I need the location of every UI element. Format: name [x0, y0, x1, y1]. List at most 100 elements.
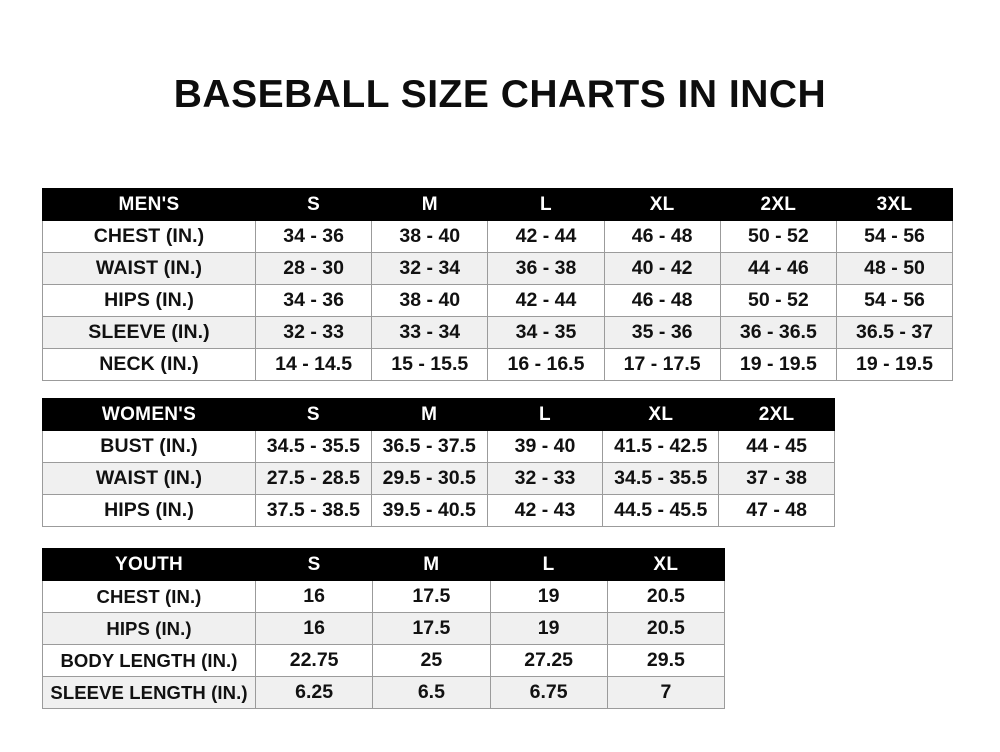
- measurement-cell: 37 - 38: [718, 462, 835, 495]
- measurement-cell: 22.75: [254, 644, 374, 677]
- measurement-cell: 27.5 - 28.5: [255, 462, 372, 495]
- table-row: BODY LENGTH (IN.) 22.75 25 27.25 29.5: [42, 644, 726, 677]
- measurement-cell: 35 - 36: [603, 316, 721, 349]
- womens-header-category: WOMEN'S: [42, 398, 256, 431]
- measurement-cell: 44 - 45: [718, 430, 835, 463]
- measurement-cell: 47 - 48: [718, 494, 835, 527]
- youth-header-size-l: L: [489, 548, 608, 581]
- measurement-cell: 36 - 38: [487, 252, 605, 285]
- mens-header-category: MEN'S: [42, 188, 256, 221]
- table-row: SLEEVE LENGTH (IN.) 6.25 6.5 6.75 7: [42, 676, 726, 709]
- measurement-cell: 25: [372, 644, 491, 677]
- row-label: SLEEVE LENGTH (IN.): [42, 676, 256, 709]
- measurement-cell: 6.5: [372, 676, 491, 709]
- youth-header-size-xl: XL: [606, 548, 726, 581]
- table-row: SLEEVE (IN.) 32 - 33 33 - 34 34 - 35 35 - 36…: [42, 316, 954, 349]
- row-label: HIPS (IN.): [42, 612, 256, 645]
- row-label: SLEEVE (IN.): [42, 316, 256, 349]
- measurement-cell: 39 - 40: [486, 430, 604, 463]
- mens-header-size-xl: XL: [603, 188, 721, 221]
- row-label: BODY LENGTH (IN.): [42, 644, 256, 677]
- measurement-cell: 50 - 52: [719, 284, 837, 317]
- mens-header-size-m: M: [371, 188, 489, 221]
- row-label: NECK (IN.): [42, 348, 256, 381]
- measurement-cell: 38 - 40: [371, 220, 489, 253]
- mens-table-head: MEN'S S M L XL 2XL 3XL: [42, 188, 954, 221]
- row-label: WAIST (IN.): [42, 252, 256, 285]
- womens-header-row: WOMEN'S S M L XL 2XL: [42, 398, 835, 431]
- measurement-cell: 16 - 16.5: [487, 348, 605, 381]
- measurement-cell: 32 - 33: [486, 462, 604, 495]
- measurement-cell: 46 - 48: [603, 220, 721, 253]
- measurement-cell: 34.5 - 35.5: [602, 462, 720, 495]
- measurement-cell: 7: [606, 676, 726, 709]
- table-row: BUST (IN.) 34.5 - 35.5 36.5 - 37.5 39 - 40 4…: [42, 430, 835, 463]
- measurement-cell: 39.5 - 40.5: [370, 494, 488, 527]
- row-label: BUST (IN.): [42, 430, 256, 463]
- mens-table-body: CHEST (IN.) 34 - 36 38 - 40 42 - 44 46 - 48 5…: [42, 220, 954, 381]
- measurement-cell: 44 - 46: [719, 252, 837, 285]
- measurement-cell: 16: [254, 612, 374, 645]
- measurement-cell: 6.75: [489, 676, 608, 709]
- measurement-cell: 27.25: [489, 644, 608, 677]
- table-row: CHEST (IN.) 16 17.5 19 20.5: [42, 580, 726, 613]
- row-label: WAIST (IN.): [42, 462, 256, 495]
- measurement-cell: 17 - 17.5: [603, 348, 721, 381]
- measurement-cell: 36 - 36.5: [719, 316, 837, 349]
- row-label: HIPS (IN.): [42, 494, 256, 527]
- measurement-cell: 34.5 - 35.5: [255, 430, 372, 463]
- measurement-cell: 36.5 - 37: [835, 316, 954, 349]
- mens-header-row: MEN'S S M L XL 2XL 3XL: [42, 188, 954, 221]
- womens-header-size-xl: XL: [602, 398, 720, 431]
- table-row: WAIST (IN.) 28 - 30 32 - 34 36 - 38 40 - 42 4…: [42, 252, 954, 285]
- measurement-cell: 19: [489, 580, 608, 613]
- measurement-cell: 20.5: [606, 612, 726, 645]
- measurement-cell: 17.5: [372, 612, 491, 645]
- measurement-cell: 29.5: [606, 644, 726, 677]
- table-row: HIPS (IN.) 37.5 - 38.5 39.5 - 40.5 42 - 43 4…: [42, 494, 835, 527]
- measurement-cell: 6.25: [254, 676, 374, 709]
- measurement-cell: 16: [254, 580, 374, 613]
- measurement-cell: 36.5 - 37.5: [370, 430, 488, 463]
- youth-header-row: YOUTH S M L XL: [42, 548, 726, 581]
- measurement-cell: 17.5: [372, 580, 491, 613]
- measurement-cell: 28 - 30: [254, 252, 373, 285]
- mens-header-size-s: S: [254, 188, 373, 221]
- row-label: CHEST (IN.): [42, 220, 256, 253]
- measurement-cell: 20.5: [606, 580, 726, 613]
- table-row: NECK (IN.) 14 - 14.5 15 - 15.5 16 - 16.5 17 …: [42, 348, 954, 381]
- youth-size-table: YOUTH S M L XL CHEST (IN.) 16 17.5 19 20.5 HIPS (…: [42, 548, 726, 709]
- youth-table-head: YOUTH S M L XL: [42, 548, 726, 581]
- measurement-cell: 34 - 36: [254, 220, 373, 253]
- womens-header-size-m: M: [370, 398, 488, 431]
- measurement-cell: 42 - 44: [487, 284, 605, 317]
- row-label: HIPS (IN.): [42, 284, 256, 317]
- measurement-cell: 29.5 - 30.5: [370, 462, 488, 495]
- womens-table-body: BUST (IN.) 34.5 - 35.5 36.5 - 37.5 39 - 40 4…: [42, 430, 835, 527]
- mens-header-size-3xl: 3XL: [835, 188, 954, 221]
- page-title: BASEBALL SIZE CHARTS IN INCH: [173, 73, 827, 116]
- measurement-cell: 34 - 35: [487, 316, 605, 349]
- youth-table-body: CHEST (IN.) 16 17.5 19 20.5 HIPS (IN.) 16 17.5 1…: [42, 580, 726, 709]
- measurement-cell: 42 - 43: [486, 494, 604, 527]
- row-label: CHEST (IN.): [42, 580, 256, 613]
- table-row: WAIST (IN.) 27.5 - 28.5 29.5 - 30.5 32 - 33…: [42, 462, 835, 495]
- womens-header-size-s: S: [255, 398, 372, 431]
- measurement-cell: 38 - 40: [371, 284, 489, 317]
- measurement-cell: 33 - 34: [371, 316, 489, 349]
- measurement-cell: 50 - 52: [719, 220, 837, 253]
- measurement-cell: 42 - 44: [487, 220, 605, 253]
- womens-header-size-l: L: [486, 398, 604, 431]
- measurement-cell: 54 - 56: [835, 220, 954, 253]
- measurement-cell: 34 - 36: [254, 284, 373, 317]
- measurement-cell: 15 - 15.5: [371, 348, 489, 381]
- youth-header-size-m: M: [372, 548, 491, 581]
- measurement-cell: 14 - 14.5: [254, 348, 373, 381]
- table-row: HIPS (IN.) 16 17.5 19 20.5: [42, 612, 726, 645]
- table-row: CHEST (IN.) 34 - 36 38 - 40 42 - 44 46 - 48 5…: [42, 220, 954, 253]
- measurement-cell: 19 - 19.5: [835, 348, 954, 381]
- youth-header-size-s: S: [254, 548, 374, 581]
- measurement-cell: 54 - 56: [835, 284, 954, 317]
- measurement-cell: 37.5 - 38.5: [255, 494, 372, 527]
